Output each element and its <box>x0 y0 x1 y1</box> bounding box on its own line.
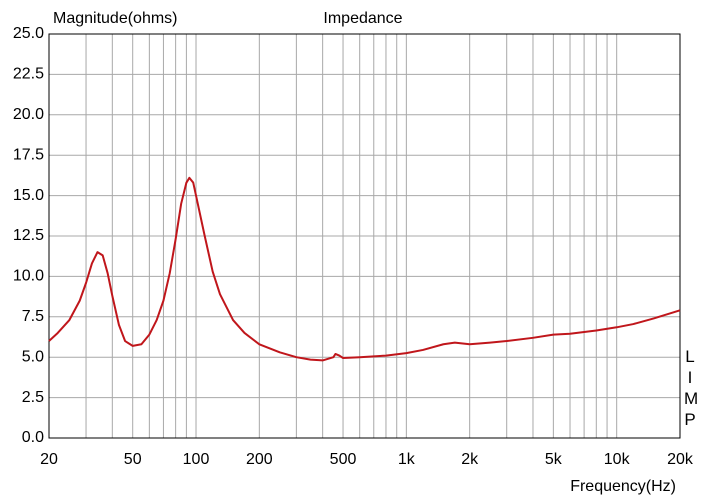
y-axis-label: Magnitude(ohms) <box>53 10 178 27</box>
x-tick-label: 200 <box>246 451 273 468</box>
plot-frame <box>48 33 681 439</box>
x-tick-label: 50 <box>124 451 142 468</box>
y-tick-label: 25.0 <box>13 25 44 42</box>
x-tick-label: 2k <box>461 451 479 468</box>
y-tick-label: 0.0 <box>22 429 44 446</box>
x-axis-label: Frequency(Hz) <box>570 478 676 495</box>
x-tick-label: 20 <box>40 451 58 468</box>
y-tick-label: 10.0 <box>13 268 44 285</box>
impedance-line <box>48 176 681 362</box>
chart-title: Impedance <box>323 10 402 27</box>
x-tick-label: 1k <box>398 451 416 468</box>
y-tick-label: 20.0 <box>13 106 44 123</box>
x-tick-label: 10k <box>604 451 631 468</box>
side-label: LIMP <box>684 347 699 429</box>
x-tick-label: 100 <box>183 451 210 468</box>
x-tick-label: 500 <box>330 451 357 468</box>
y-tick-label: 17.5 <box>13 146 44 163</box>
x-tick-label: 20k <box>667 451 694 468</box>
y-tick-label: 7.5 <box>22 308 44 325</box>
y-tick-label: 5.0 <box>22 348 44 365</box>
x-tick-label: 5k <box>545 451 563 468</box>
y-tick-label: 2.5 <box>22 389 44 406</box>
y-tick-label: 12.5 <box>13 227 44 244</box>
y-tick-label: 15.0 <box>13 187 44 204</box>
y-tick-label: 22.5 <box>13 66 44 83</box>
